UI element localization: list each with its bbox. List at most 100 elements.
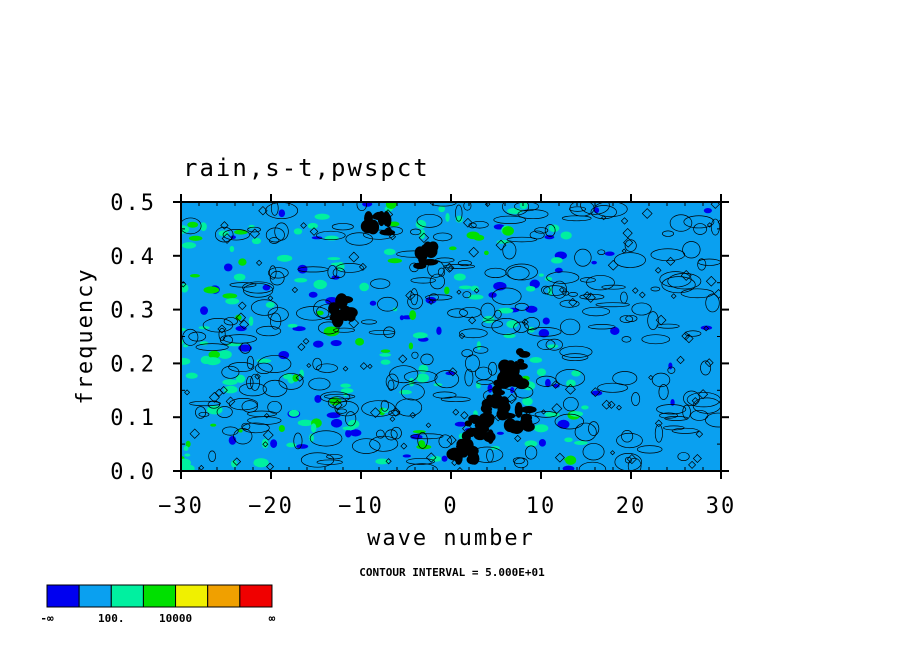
contour-diamond <box>607 259 619 271</box>
contour-line <box>242 422 270 434</box>
mid-patch <box>574 440 588 446</box>
contour-line <box>332 267 346 279</box>
mid-patch <box>470 285 479 292</box>
contour-interval-note: CONTOUR INTERVAL = 5.000E+01 <box>359 566 545 579</box>
contour-line <box>267 307 289 322</box>
low-patch <box>525 305 538 313</box>
high-power-ridge <box>510 375 515 384</box>
contour-line <box>323 393 356 400</box>
low-patch <box>399 315 404 321</box>
mid-patch <box>235 314 242 321</box>
contour-diamond <box>426 452 437 463</box>
high-power-cluster <box>514 378 530 390</box>
contour-diamond <box>697 389 709 400</box>
contour-line <box>656 323 680 329</box>
mid-patch <box>287 323 298 328</box>
contour-line <box>480 302 496 320</box>
contour-line <box>541 285 551 295</box>
mid-patch <box>205 357 221 366</box>
contour-line <box>656 404 687 415</box>
contour-line <box>527 327 562 337</box>
contour-diamond <box>484 202 491 208</box>
mid-patch <box>519 202 528 210</box>
contour-line <box>683 390 700 407</box>
contour-diamond <box>666 256 676 266</box>
contour-line <box>181 217 202 235</box>
mid-patch <box>381 408 389 414</box>
contour-line <box>470 220 489 229</box>
contour-diamond <box>389 416 396 422</box>
high-power-cluster <box>508 421 520 434</box>
contour-line <box>494 309 502 319</box>
contour-line <box>624 239 637 252</box>
contour-diamond <box>626 454 637 465</box>
contour-diamond <box>184 389 191 396</box>
low-patch <box>510 386 515 394</box>
contour-diamond <box>189 428 200 439</box>
contour-line <box>597 249 606 255</box>
contour-line <box>663 425 685 431</box>
contour-line <box>247 226 261 233</box>
mid-patch <box>506 320 518 328</box>
y-axis: 0.0 0.1 0.2 0.3 0.4 0.5 <box>110 191 729 485</box>
mid-patch <box>181 357 191 365</box>
contour-line <box>389 365 419 384</box>
y-tick-label: 0.1 <box>110 406 156 431</box>
contour-line <box>233 428 253 445</box>
low-patch <box>297 264 308 274</box>
contour-diamond <box>262 429 274 441</box>
contour-line <box>614 252 646 268</box>
contour-line <box>223 317 238 326</box>
low-patch <box>278 350 290 360</box>
contour-line <box>682 241 701 259</box>
mid-patch <box>248 224 255 229</box>
contour-line <box>312 357 323 371</box>
contour-diamond <box>367 363 373 370</box>
mid-patch <box>416 373 430 383</box>
contour-diamond <box>540 409 547 415</box>
contour-line <box>561 215 592 222</box>
low-patch <box>278 209 286 218</box>
contour-diamond <box>463 217 473 228</box>
contour-line <box>580 277 596 283</box>
low-patch <box>562 465 575 471</box>
contour-line <box>621 430 634 443</box>
contour-line <box>406 458 435 465</box>
colorbar-swatch <box>78 584 112 608</box>
contour-line <box>502 241 517 260</box>
contour-line <box>529 230 545 240</box>
y-tick-label: 0.2 <box>110 352 156 377</box>
contour-line <box>293 432 303 450</box>
colorbar-swatch <box>239 584 273 608</box>
contour-line <box>517 209 549 220</box>
contour-line <box>682 404 691 420</box>
contour-line <box>326 454 343 460</box>
contour-line <box>434 370 460 389</box>
contour-line <box>385 429 398 441</box>
mid-patch <box>218 350 232 359</box>
contour-line <box>574 248 592 267</box>
contour-diamond <box>400 442 408 450</box>
contour-line <box>554 413 585 430</box>
contour-diamond <box>704 358 714 368</box>
y-tick-label: 0.4 <box>110 245 156 270</box>
contour-line <box>336 408 348 414</box>
contour-diamond <box>225 396 236 407</box>
contour-line <box>487 361 498 376</box>
contour-line <box>327 396 347 409</box>
mid-patch <box>445 212 450 222</box>
high-power-cluster <box>499 412 516 419</box>
mid-patch <box>385 202 397 209</box>
contour-line <box>546 271 580 284</box>
contour-line <box>544 224 556 237</box>
low-patch <box>292 326 306 332</box>
mid-patch <box>524 440 538 448</box>
low-patch <box>436 326 442 335</box>
contour-line <box>534 411 558 418</box>
contour-line <box>486 448 494 463</box>
high-power-cluster <box>521 406 537 414</box>
mid-patch <box>569 411 583 417</box>
spectrum-field <box>181 202 721 471</box>
contour-diamond <box>521 318 529 326</box>
contour-line <box>219 335 233 345</box>
